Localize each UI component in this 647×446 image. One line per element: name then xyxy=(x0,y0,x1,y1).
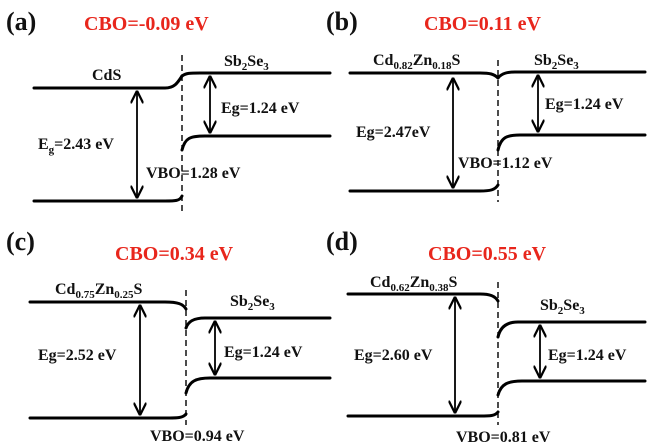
panel-a-left-material: CdS xyxy=(92,67,121,84)
panel-c-left-eg: Eg=2.52 eV xyxy=(38,347,117,364)
panel-b-right-cb xyxy=(496,70,647,80)
panel-d-right-material: Sb2Se3 xyxy=(540,297,585,317)
panel-c-vbo: VBO=0.94 eV xyxy=(150,428,245,445)
panel-b-left-material: Cd0.82Zn0.18S xyxy=(373,52,461,72)
panel-b-left-cb xyxy=(348,71,500,80)
panel-c-right-material: Sb2Se3 xyxy=(230,293,275,313)
panel-a-left-eg: Eg=2.43 eV xyxy=(38,136,114,156)
panel-a-label: (a) xyxy=(6,7,36,36)
panel-a-right-vb xyxy=(180,134,332,152)
panel-a-right-material: Sb2Se3 xyxy=(224,53,269,73)
panel-a-vbo: VBO=1.28 eV xyxy=(146,165,241,182)
panel-c-right-cb xyxy=(184,316,332,330)
panel-a-left-cb xyxy=(32,74,184,90)
panel-d-right-cb xyxy=(496,320,647,339)
panel-b-cbo: CBO=0.11 eV xyxy=(424,13,542,35)
panel-d-cbo: CBO=0.55 eV xyxy=(428,243,547,265)
panel-d-label: (d) xyxy=(326,227,358,256)
panel-b-left-eg: Eg=2.47eV xyxy=(356,124,431,141)
panel-c-left-material: Cd0.75Zn0.25S xyxy=(55,281,143,301)
panel-a-left-vb xyxy=(32,194,184,203)
panel-a-right-cb xyxy=(180,71,332,78)
panel-d-left-eg: Eg=2.60 eV xyxy=(354,347,433,364)
panel-d: (d) CBO=0.55 eV Cd0.62Zn0.38S Sb2Se3 Eg=… xyxy=(326,227,647,446)
panel-c-left-vb xyxy=(28,412,188,420)
panel-a-right-eg: Eg=1.24 eV xyxy=(221,100,300,117)
panel-b-right-vb xyxy=(496,133,647,152)
panel-d-right-vb xyxy=(496,379,647,397)
panel-b-right-material: Sb2Se3 xyxy=(534,52,579,72)
panel-b-label: (b) xyxy=(326,7,358,36)
panel-c-cbo: CBO=0.34 eV xyxy=(115,243,234,265)
panel-a-cbo: CBO=-0.09 eV xyxy=(84,13,209,35)
panel-b-left-vb xyxy=(348,183,500,193)
panel-d-left-vb xyxy=(346,410,500,418)
panel-c-label: (c) xyxy=(6,227,35,256)
panel-c-right-eg: Eg=1.24 eV xyxy=(224,344,303,361)
panel-d-vbo: VBO=0.81 eV xyxy=(456,429,551,446)
panel-b-right-eg: Eg=1.24 eV xyxy=(545,96,624,113)
panel-b: (b) CBO=0.11 eV Cd0.82Zn0.18S Sb2Se3 Eg=… xyxy=(326,7,647,202)
panel-d-right-eg: Eg=1.24 eV xyxy=(548,347,627,364)
panel-c-right-vb xyxy=(184,376,332,395)
panel-d-left-material: Cd0.62Zn0.38S xyxy=(370,274,458,294)
panel-c: (c) CBO=0.34 eV Cd0.75Zn0.25S Sb2Se3 Eg=… xyxy=(6,227,332,445)
panel-d-left-cb xyxy=(346,292,500,303)
panel-c-left-cb xyxy=(28,300,188,311)
panel-b-vbo: VBO=1.12 eV xyxy=(458,155,553,172)
panel-a: (a) CBO=-0.09 eV CdS Sb2Se3 Eg=2.43 eV E… xyxy=(6,7,332,212)
